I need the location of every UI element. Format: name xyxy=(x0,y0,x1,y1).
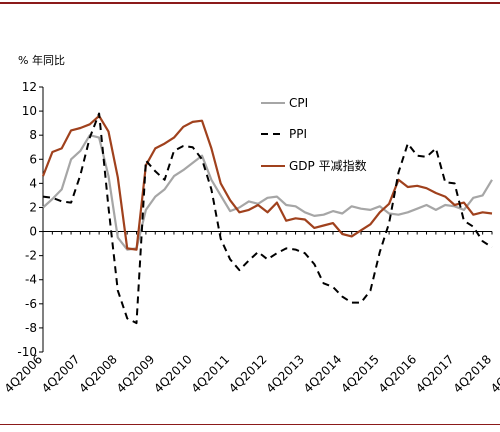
x-tick-label: 4Q2012 xyxy=(226,352,270,396)
legend: CPI PPI GDP 平减指数 xyxy=(261,96,367,173)
x-tick-label: 4Q2007 xyxy=(39,352,83,396)
series-line-2 xyxy=(41,114,493,251)
x-axis: 4Q20064Q20074Q20084Q20094Q20104Q20114Q20… xyxy=(2,231,500,396)
y-tick-label: 8 xyxy=(29,128,37,142)
y-tick-label: -8 xyxy=(25,321,37,335)
x-tick-label: 4Q2008 xyxy=(76,352,120,396)
y-tick-label: -2 xyxy=(25,249,37,263)
series-line-0 xyxy=(42,134,493,251)
unit-label: % 年同比 xyxy=(18,53,65,67)
y-tick-label: 12 xyxy=(22,80,37,94)
legend-label-0: CPI xyxy=(289,96,308,110)
x-tick-label: 4Q2013 xyxy=(263,352,307,396)
y-tick-label: -6 xyxy=(25,297,37,311)
x-tick-label: 4Q2018 xyxy=(451,352,495,396)
legend-label-2: GDP 平减指数 xyxy=(289,158,367,173)
series-layer xyxy=(41,112,493,325)
y-tick-label: 0 xyxy=(29,225,37,239)
y-tick-label: -4 xyxy=(25,273,37,287)
x-tick-label: 4Q2011 xyxy=(189,352,233,396)
x-tick-label: 4Q2015 xyxy=(338,352,382,396)
x-tick-label: 4Q2017 xyxy=(413,352,457,396)
y-tick-label: 2 xyxy=(29,200,37,214)
x-tick-label: 4Q2014 xyxy=(301,352,345,396)
y-tick-label: -10 xyxy=(17,345,37,359)
y-tick-label: 6 xyxy=(29,152,37,166)
y-tick-label: 4 xyxy=(29,176,37,190)
x-tick-label: 4Q2010 xyxy=(151,352,195,396)
y-axis: 12 10 8 6 4 2 0 -2 -4 -6 -8 -10 xyxy=(17,80,44,359)
x-tick-label: 4Q2009 xyxy=(114,352,158,396)
series-line-1 xyxy=(42,112,493,325)
legend-label-1: PPI xyxy=(289,127,307,141)
x-tick-label: 4Q2016 xyxy=(376,352,420,396)
y-tick-label: 10 xyxy=(22,104,37,118)
bottom-border xyxy=(0,424,500,425)
top-border xyxy=(0,2,500,4)
